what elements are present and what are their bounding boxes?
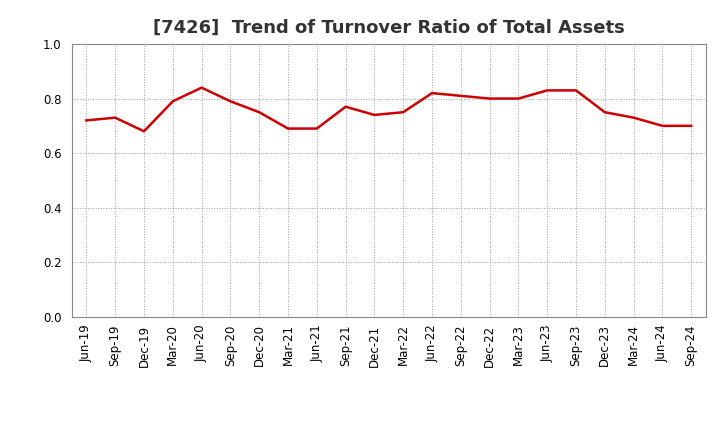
Title: [7426]  Trend of Turnover Ratio of Total Assets: [7426] Trend of Turnover Ratio of Total … bbox=[153, 19, 625, 37]
